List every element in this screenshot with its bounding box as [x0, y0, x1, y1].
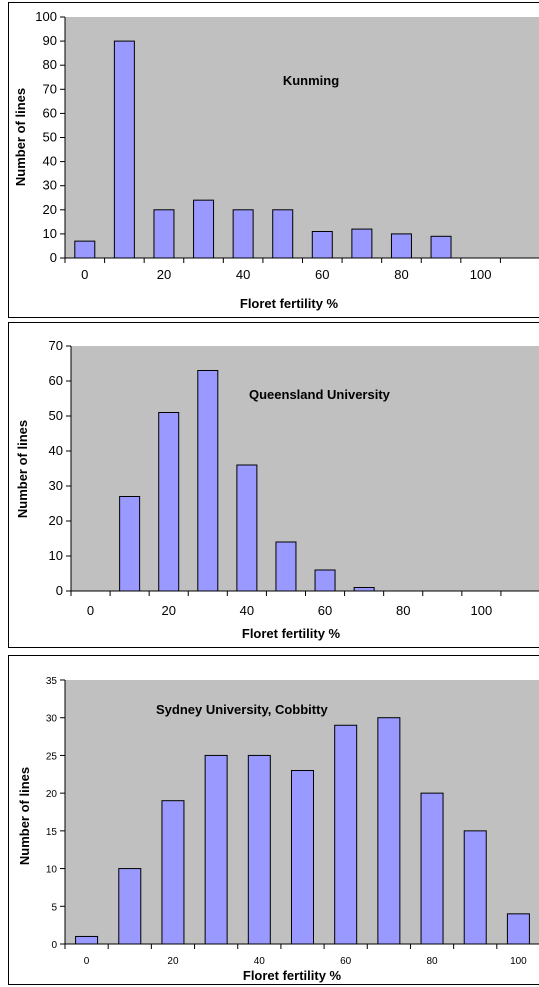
x-tick-label: 100 — [470, 267, 492, 282]
x-axis-label: Floret fertility % — [240, 296, 339, 311]
y-tick-label: 15 — [46, 827, 58, 838]
bar — [74, 240, 96, 259]
y-tick-label: 20 — [49, 513, 63, 528]
y-tick-label: 60 — [43, 105, 57, 120]
y-tick-label: 60 — [49, 373, 63, 388]
y-tick-label: 40 — [49, 443, 63, 458]
x-tick-label: 60 — [340, 956, 352, 967]
y-tick-label: 20 — [43, 202, 57, 217]
x-tick-label: 20 — [161, 603, 175, 618]
x-tick-label: 80 — [394, 267, 408, 282]
x-tick-label: 60 — [315, 267, 329, 282]
y-tick-label: 10 — [43, 226, 57, 241]
y-tick-label: 50 — [49, 408, 63, 423]
y-tick-label: 40 — [43, 154, 57, 169]
x-tick-label: 80 — [396, 603, 410, 618]
chart-title: Queensland University — [249, 387, 391, 402]
y-tick-label: 0 — [50, 250, 57, 265]
x-tick-label: 80 — [426, 956, 438, 967]
chart-title: Kunming — [283, 73, 339, 88]
y-tick-label: 10 — [46, 865, 58, 876]
x-tick-label: 100 — [510, 956, 527, 967]
y-tick-label: 10 — [49, 548, 63, 563]
bar — [390, 233, 412, 259]
y-tick-label: 80 — [43, 57, 57, 72]
bar — [204, 754, 228, 945]
x-tick-label: 100 — [471, 603, 493, 618]
bar — [420, 792, 444, 945]
bar — [153, 209, 175, 259]
bar — [314, 569, 336, 592]
x-tick-label: 0 — [84, 956, 90, 967]
bar — [506, 913, 530, 945]
y-axis-label: Number of lines — [15, 420, 30, 518]
bar — [193, 199, 215, 259]
chart-kunming: 0 10 20 30 40 50 60 70 80 90 100 0 20 40 60 80 100 Kunmin… — [13, 9, 539, 311]
x-tick-label: 40 — [240, 603, 254, 618]
y-tick-label: 30 — [43, 178, 57, 193]
x-tick-label: 0 — [87, 603, 94, 618]
plot-area — [65, 17, 539, 258]
y-axis-label: Number of lines — [17, 767, 32, 865]
x-tick-label: 40 — [236, 267, 250, 282]
chart-queensland: 0 10 20 30 40 50 60 70 0 20 40 60 80 100 Queensland Un… — [15, 338, 539, 641]
y-tick-label: 0 — [51, 940, 57, 951]
plot-area — [71, 346, 539, 591]
x-axis-label: Floret fertility % — [242, 626, 341, 641]
chart-panel-sydney: 0 5 10 15 20 25 30 35 0 20 40 60 80 100 Sydney Univers… — [8, 655, 539, 985]
y-tick-label: 50 — [43, 130, 57, 145]
x-tick-label: 20 — [157, 267, 171, 282]
chart-panel-kunming: 0 10 20 30 40 50 60 70 80 90 100 0 20 40 60 80 100 Kunmin… — [8, 2, 539, 318]
bar — [275, 541, 297, 592]
bar — [158, 412, 180, 592]
bar — [311, 230, 333, 259]
chart-title: Sydney University, Cobbitty — [156, 702, 328, 717]
bar — [247, 754, 271, 945]
y-axis-label: Number of lines — [13, 88, 28, 186]
y-tick-label: 5 — [51, 902, 57, 913]
bar — [119, 496, 141, 592]
y-tick-label: 20 — [46, 789, 58, 800]
y-tick-label: 25 — [46, 751, 58, 762]
bar — [161, 800, 185, 945]
y-tick-label: 70 — [49, 338, 63, 353]
bar — [197, 370, 219, 592]
y-tick-label: 35 — [46, 676, 58, 687]
x-tick-label: 40 — [254, 956, 266, 967]
y-tick-label: 70 — [43, 81, 57, 96]
bar — [353, 587, 375, 592]
bar — [430, 235, 452, 259]
y-tick-label: 100 — [35, 9, 57, 24]
bar — [463, 830, 487, 945]
chart-sydney: 0 5 10 15 20 25 30 35 0 20 40 60 80 100 Sydney Univers… — [17, 676, 539, 983]
y-tick-label: 90 — [43, 33, 57, 48]
bar — [232, 209, 254, 259]
bar — [351, 228, 373, 259]
y-tick-label: 30 — [49, 478, 63, 493]
y-tick-label: 0 — [56, 583, 63, 598]
bar — [118, 868, 142, 945]
bar — [113, 40, 135, 259]
bar — [236, 464, 258, 592]
y-tick-label: 30 — [46, 714, 58, 725]
bar — [272, 209, 294, 259]
bar — [291, 770, 314, 945]
bar — [377, 717, 401, 945]
x-tick-label: 20 — [167, 956, 179, 967]
x-axis-label: Floret fertility % — [243, 968, 342, 983]
chart-panel-queensland: 0 10 20 30 40 50 60 70 0 20 40 60 80 100 Queensland Un… — [8, 322, 539, 648]
bar — [75, 935, 99, 945]
bar — [334, 724, 358, 945]
x-tick-label: 60 — [318, 603, 332, 618]
x-tick-label: 0 — [81, 267, 88, 282]
